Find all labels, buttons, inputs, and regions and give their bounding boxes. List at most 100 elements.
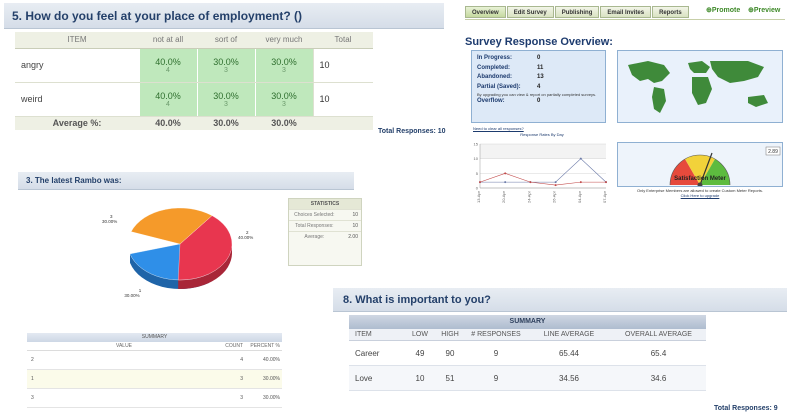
- line-chart-y-tick: 15: [474, 142, 479, 147]
- table-row: Career 49 90 9 65.44 65.4: [349, 341, 706, 366]
- line-chart-band: [480, 144, 606, 159]
- table-row: 2 4 40.00%: [27, 351, 282, 370]
- summary-percent: 30.00%: [263, 376, 280, 382]
- table-row: weird 40.0% 4 30.0% 3 30.0% 3 10: [15, 82, 373, 117]
- statistics-row: Choices Selected: 10: [289, 209, 361, 220]
- stat-row: In Progress: 0: [477, 54, 600, 64]
- world-map-icon: [618, 51, 782, 122]
- q5-col-item: ITEM: [15, 32, 139, 49]
- pie-slice-side: [178, 244, 232, 289]
- row-high: 51: [445, 374, 455, 383]
- cell-percent: 30.0%: [271, 90, 297, 101]
- line-chart-y-tick: 0: [476, 186, 479, 191]
- pie-label-percent: 30.00%: [102, 219, 117, 224]
- row-low: 10: [415, 374, 425, 383]
- line-chart-x-tick: 07-Apr: [602, 190, 607, 203]
- cell-count: 3: [224, 66, 228, 74]
- gauge-upgrade-note: Only Enterprise Members are allowed to c…: [620, 188, 780, 198]
- survey-tabs: Overview Edit Survey Publishing Email In…: [465, 6, 689, 18]
- summary-value: 1: [31, 376, 34, 382]
- summary-header: SUMMARY: [27, 333, 282, 342]
- q5-row-total: 10: [312, 82, 373, 117]
- row-overall-average: 65.4: [650, 349, 667, 358]
- world-map: [617, 50, 783, 123]
- q3-pie-chart: 330.00%240.00%130.00%: [102, 207, 253, 298]
- clear-responses-link[interactable]: Need to clear all responses?: [473, 126, 524, 131]
- gauge-upgrade-link[interactable]: Click Here to upgrade: [680, 193, 720, 198]
- q5-col-sort-of: sort of: [197, 32, 255, 49]
- cell-count: 3: [282, 66, 286, 74]
- stat-label: In Progress:: [477, 55, 513, 61]
- line-chart-x-tick: 26-Apr: [552, 190, 557, 203]
- summary-percent: 40.00%: [263, 357, 280, 363]
- tab-overview[interactable]: Overview: [465, 6, 506, 18]
- stat-value: 13: [537, 74, 544, 81]
- row-overall-average: 34.6: [650, 374, 667, 383]
- q8-total-responses: Total Responses: 9: [714, 405, 778, 412]
- q5-cell: 30.0% 3: [196, 82, 255, 117]
- line-chart-point: [479, 181, 481, 184]
- pie-label-percent: 30.00%: [124, 293, 139, 298]
- upgrade-note: By upgrading you can view & report on pa…: [477, 92, 597, 98]
- summary-columns: VALUE COUNT PERCENT %: [27, 342, 282, 351]
- line-chart-point: [605, 181, 607, 184]
- q5-average-value: 30.0%: [197, 116, 255, 130]
- q5-col-total: Total: [313, 32, 373, 49]
- cell-count: 3: [224, 100, 228, 108]
- stat-value: 0: [537, 55, 541, 61]
- col-overall-average: OVERALL AVERAGE: [625, 331, 692, 338]
- tab-reports[interactable]: Reports: [652, 6, 689, 18]
- gauge-icon: 2.89 Satisfaction Meter: [669, 146, 781, 188]
- q5-cell: 30.0% 3: [196, 48, 255, 83]
- pie-label-id: 1: [139, 288, 142, 293]
- q3-title: 3. The latest Rambo was:: [18, 172, 354, 190]
- line-chart-title: Response Rates By Day: [520, 132, 564, 137]
- table-row: 3 3 30.00%: [27, 389, 282, 408]
- col-percent: PERCENT %: [250, 343, 280, 349]
- q8-title: 8. What is important to you?: [333, 288, 787, 312]
- preview-label: Preview: [753, 7, 781, 14]
- q5-row-label: angry: [15, 48, 139, 83]
- line-chart-y-tick: 10: [474, 156, 479, 161]
- summary-value: 3: [31, 395, 34, 401]
- row-item: Career: [355, 349, 380, 358]
- line-chart-x-tick: 20-Apr: [501, 190, 506, 203]
- line-chart-point: [579, 157, 582, 160]
- q5-average-value: 40.0%: [139, 116, 197, 130]
- cell-percent: 40.0%: [155, 56, 181, 67]
- pie-label-id: 3: [110, 214, 113, 219]
- gauge-note-text: Only Enterprise Members are allowed to c…: [636, 188, 764, 193]
- q5-average-value: 30.0%: [255, 116, 313, 130]
- q5-title: 5. How do you feel at your place of empl…: [4, 3, 444, 29]
- line-chart-x-tick: 13-Apr: [476, 190, 481, 203]
- q5-row-total: 10: [312, 48, 373, 83]
- summary-count: 4: [240, 357, 243, 363]
- pie-slice: [130, 207, 213, 245]
- line-chart-point: [554, 181, 557, 184]
- cell-percent: 40.0%: [155, 90, 181, 101]
- preview-icon: ⊕: [748, 7, 754, 14]
- line-chart-y-tick: 5: [476, 171, 479, 176]
- line-chart-point: [529, 181, 532, 184]
- pie-label-percent: 40.00%: [238, 235, 253, 240]
- preview-link[interactable]: ⊕Preview: [748, 6, 780, 14]
- col-count: COUNT: [225, 343, 243, 349]
- tab-publishing[interactable]: Publishing: [554, 6, 600, 18]
- row-low: 49: [415, 349, 425, 358]
- table-row: 1 3 30.00%: [27, 370, 282, 389]
- q5-row-label: weird: [15, 82, 139, 117]
- row-high: 90: [445, 349, 455, 358]
- tab-email-invites[interactable]: Email Invites: [600, 6, 652, 18]
- line-chart-series-line: [480, 158, 607, 183]
- cell-count: 3: [282, 100, 286, 108]
- q5-cell: 30.0% 3: [254, 82, 313, 117]
- stat-label: Completed:: [477, 64, 510, 71]
- line-chart-x-tick: 24-Apr: [526, 190, 531, 203]
- pie-labels: 330.00%240.00%130.00%: [102, 214, 253, 298]
- line-chart-x-tick: 04-Apr: [577, 190, 582, 203]
- tab-edit-survey[interactable]: Edit Survey: [506, 6, 554, 18]
- stat-value: 11: [537, 64, 544, 71]
- statistics-row: Total Responses: 10: [289, 220, 361, 231]
- promote-link[interactable]: ⊕Promote: [706, 6, 740, 14]
- col-line-average: LINE AVERAGE: [543, 331, 595, 338]
